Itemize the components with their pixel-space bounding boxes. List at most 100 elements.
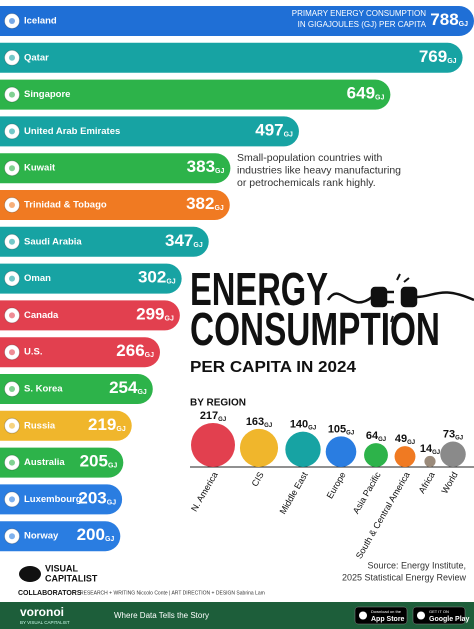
- value-label: 203GJ: [78, 489, 116, 508]
- value-unit: GJ: [214, 205, 223, 212]
- flag-center: [9, 496, 15, 503]
- value-number: 649: [347, 84, 375, 103]
- value-label: 64GJ: [366, 430, 386, 443]
- bubble: [191, 423, 235, 467]
- bubble: [239, 428, 279, 467]
- value-unit: GJ: [193, 242, 202, 249]
- value-unit: GJ: [284, 131, 293, 138]
- category-label: S. Korea: [24, 384, 63, 395]
- bubble: [364, 443, 388, 467]
- value-unit: GJ: [459, 21, 468, 28]
- value-number: 163: [246, 416, 264, 428]
- flag-center: [9, 238, 15, 245]
- value-label: 302GJ: [138, 268, 176, 287]
- chart-subtitle: BY REGION: [190, 398, 246, 409]
- bar: [0, 190, 230, 220]
- value-unit: GJ: [215, 168, 224, 175]
- voronoi: voronoi: [20, 605, 64, 619]
- category-label: CIS: [250, 470, 266, 488]
- flag-center: [9, 459, 15, 466]
- value-label: 788GJ: [430, 10, 468, 29]
- bubble: [325, 436, 357, 468]
- category-label: Kuwait: [24, 163, 56, 174]
- value-number: 217: [200, 410, 218, 422]
- value-unit: GJ: [108, 462, 117, 469]
- flag-center: [9, 91, 15, 98]
- category-label: Africa: [417, 470, 437, 495]
- store-badge: [412, 606, 466, 625]
- value-number: 203: [78, 489, 106, 508]
- annotation: industries like heavy manufacturing: [237, 164, 401, 176]
- bar: [0, 79, 391, 110]
- store-line: Download on the: [371, 609, 402, 614]
- category-label: Asia Pacific: [351, 470, 383, 516]
- value-label: 347GJ: [165, 231, 203, 250]
- flag-center: [9, 533, 15, 540]
- flag-center: [9, 312, 15, 319]
- value-unit: GJ: [218, 417, 226, 423]
- annotation: Small-population countries with: [237, 152, 382, 164]
- chart-title: ENERGY: [190, 263, 328, 315]
- value-unit: GJ: [116, 426, 125, 433]
- plug-icon: [326, 273, 474, 323]
- value-unit: GJ: [432, 449, 440, 455]
- value-label: 73GJ: [443, 428, 463, 441]
- cable: [326, 292, 373, 304]
- value-unit: GJ: [346, 430, 354, 436]
- category-label: World: [439, 470, 459, 495]
- category-label: Australia: [24, 457, 65, 468]
- credits: RESEARCH + WRITING Niccolo Conte | ART D…: [80, 590, 265, 596]
- flag-center: [9, 275, 15, 282]
- value-unit: GJ: [145, 352, 154, 359]
- category-label: Trinidad & Tobago: [24, 200, 107, 211]
- value-number: 200: [77, 526, 105, 545]
- source: 2025 Statistical Energy Review: [342, 572, 467, 582]
- value-number: 497: [255, 121, 283, 140]
- value-label: 497GJ: [255, 121, 293, 140]
- value-number: 49: [395, 433, 407, 445]
- value-label: 299GJ: [136, 305, 174, 324]
- value-label: 254GJ: [109, 378, 147, 397]
- store-line: GET IT ON: [429, 609, 449, 614]
- value-unit: GJ: [455, 435, 463, 441]
- flag-center: [9, 54, 15, 61]
- bar: [0, 116, 299, 147]
- axis-label: PRIMARY ENERGY CONSUMPTION: [292, 9, 426, 18]
- bar: [0, 42, 463, 73]
- store-name: App Store: [371, 616, 405, 623]
- axis-label: IN GIGAJOULES (GJ) PER CAPITA: [298, 20, 427, 29]
- tagline: Where Data Tells the Story: [114, 611, 209, 620]
- value-unit: GJ: [105, 536, 114, 543]
- value-label: 163GJ: [246, 416, 272, 429]
- category-label: Canada: [24, 310, 59, 321]
- value-label: 205GJ: [80, 452, 118, 471]
- value-unit: GJ: [264, 422, 272, 428]
- brand: CAPITALIST: [45, 573, 98, 583]
- category-label: South & Central America: [354, 470, 412, 560]
- value-number: 788: [430, 10, 458, 29]
- spark: [390, 273, 410, 323]
- bubble: [394, 446, 416, 467]
- cable: [415, 291, 474, 302]
- store-name: Google Play: [429, 616, 470, 623]
- value-unit: GJ: [137, 389, 146, 396]
- store-icon: [359, 611, 367, 620]
- value-number: 347: [165, 231, 193, 250]
- category-label: Oman: [24, 273, 51, 284]
- value-label: 200GJ: [77, 526, 115, 545]
- value-number: 302: [138, 268, 166, 287]
- value-unit: GJ: [165, 315, 174, 322]
- value-number: 769: [419, 47, 447, 66]
- bar: [0, 374, 153, 404]
- flag-center: [9, 128, 15, 135]
- bar: [0, 447, 124, 478]
- bar: [0, 300, 180, 331]
- bubble: [285, 431, 321, 467]
- category-label: Saudi Arabia: [24, 236, 82, 247]
- value-number: 64: [366, 430, 379, 442]
- category-label: United Arab Emirates: [24, 126, 120, 137]
- value-label: 769GJ: [419, 47, 457, 66]
- category-label: Qatar: [24, 52, 49, 63]
- source: Source: Energy Institute,: [367, 560, 466, 570]
